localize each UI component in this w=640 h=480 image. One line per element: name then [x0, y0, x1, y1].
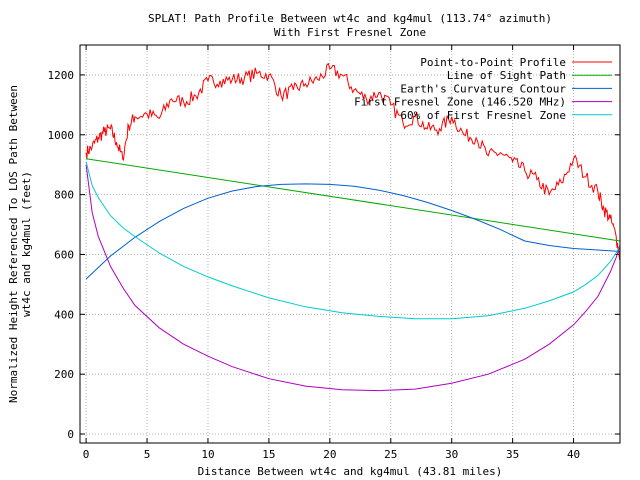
series-line-first-fresnel-zone-146-520-mhz [85, 164, 621, 392]
y-tick-label: 800 [54, 189, 74, 202]
y-tick-label: 0 [67, 428, 74, 441]
y-axis-label-line1: Normalized Height Referenced To LOS Path… [7, 85, 20, 403]
x-tick-label: 5 [144, 448, 151, 461]
x-tick-label: 0 [83, 448, 90, 461]
plot-frame [79, 44, 621, 444]
y-tick-label: 200 [54, 368, 74, 381]
legend-label-60-of-first-fresnel-zone: 60% of First Fresnel Zone [400, 109, 566, 122]
legend-label-point-to-point-profile: Point-to-Point Profile [420, 56, 566, 69]
legend-label-earth-s-curvature-contour: Earth's Curvature Contour [400, 82, 566, 95]
legend-label-first-fresnel-zone-146-520-mhz: First Fresnel Zone (146.520 MHz) [354, 96, 566, 109]
series-lines [85, 62, 621, 392]
x-tick-label: 10 [201, 448, 214, 461]
grid [80, 45, 620, 443]
y-tick-label: 1200 [48, 69, 75, 82]
x-tick-label: 20 [323, 448, 336, 461]
y-tick-label: 1000 [48, 129, 75, 142]
x-axis-label: Distance Between wt4c and kg4mul (43.81 … [198, 465, 503, 478]
x-tick-label: 30 [445, 448, 458, 461]
series-line-earth-s-curvature-contour [85, 183, 621, 280]
legend-label-line-of-sight-path: Line of Sight Path [447, 69, 566, 82]
y-tick-label: 400 [54, 308, 74, 321]
y-axis-label-line2: wt4c and kg4mul (feet) [20, 171, 33, 317]
x-tick-label: 25 [384, 448, 397, 461]
series-line-point-to-point-profile [85, 62, 621, 261]
series-line-line-of-sight-path [86, 158, 621, 242]
chart-title: SPLAT! Path Profile Between wt4c and kg4… [148, 12, 552, 25]
x-tick-label: 15 [262, 448, 275, 461]
x-tick-label: 35 [506, 448, 519, 461]
chart-subtitle: With First Fresnel Zone [274, 26, 426, 39]
x-tick-label: 40 [567, 448, 580, 461]
series-line-60-of-first-fresnel-zone [85, 161, 621, 320]
y-tick-label: 600 [54, 248, 74, 261]
